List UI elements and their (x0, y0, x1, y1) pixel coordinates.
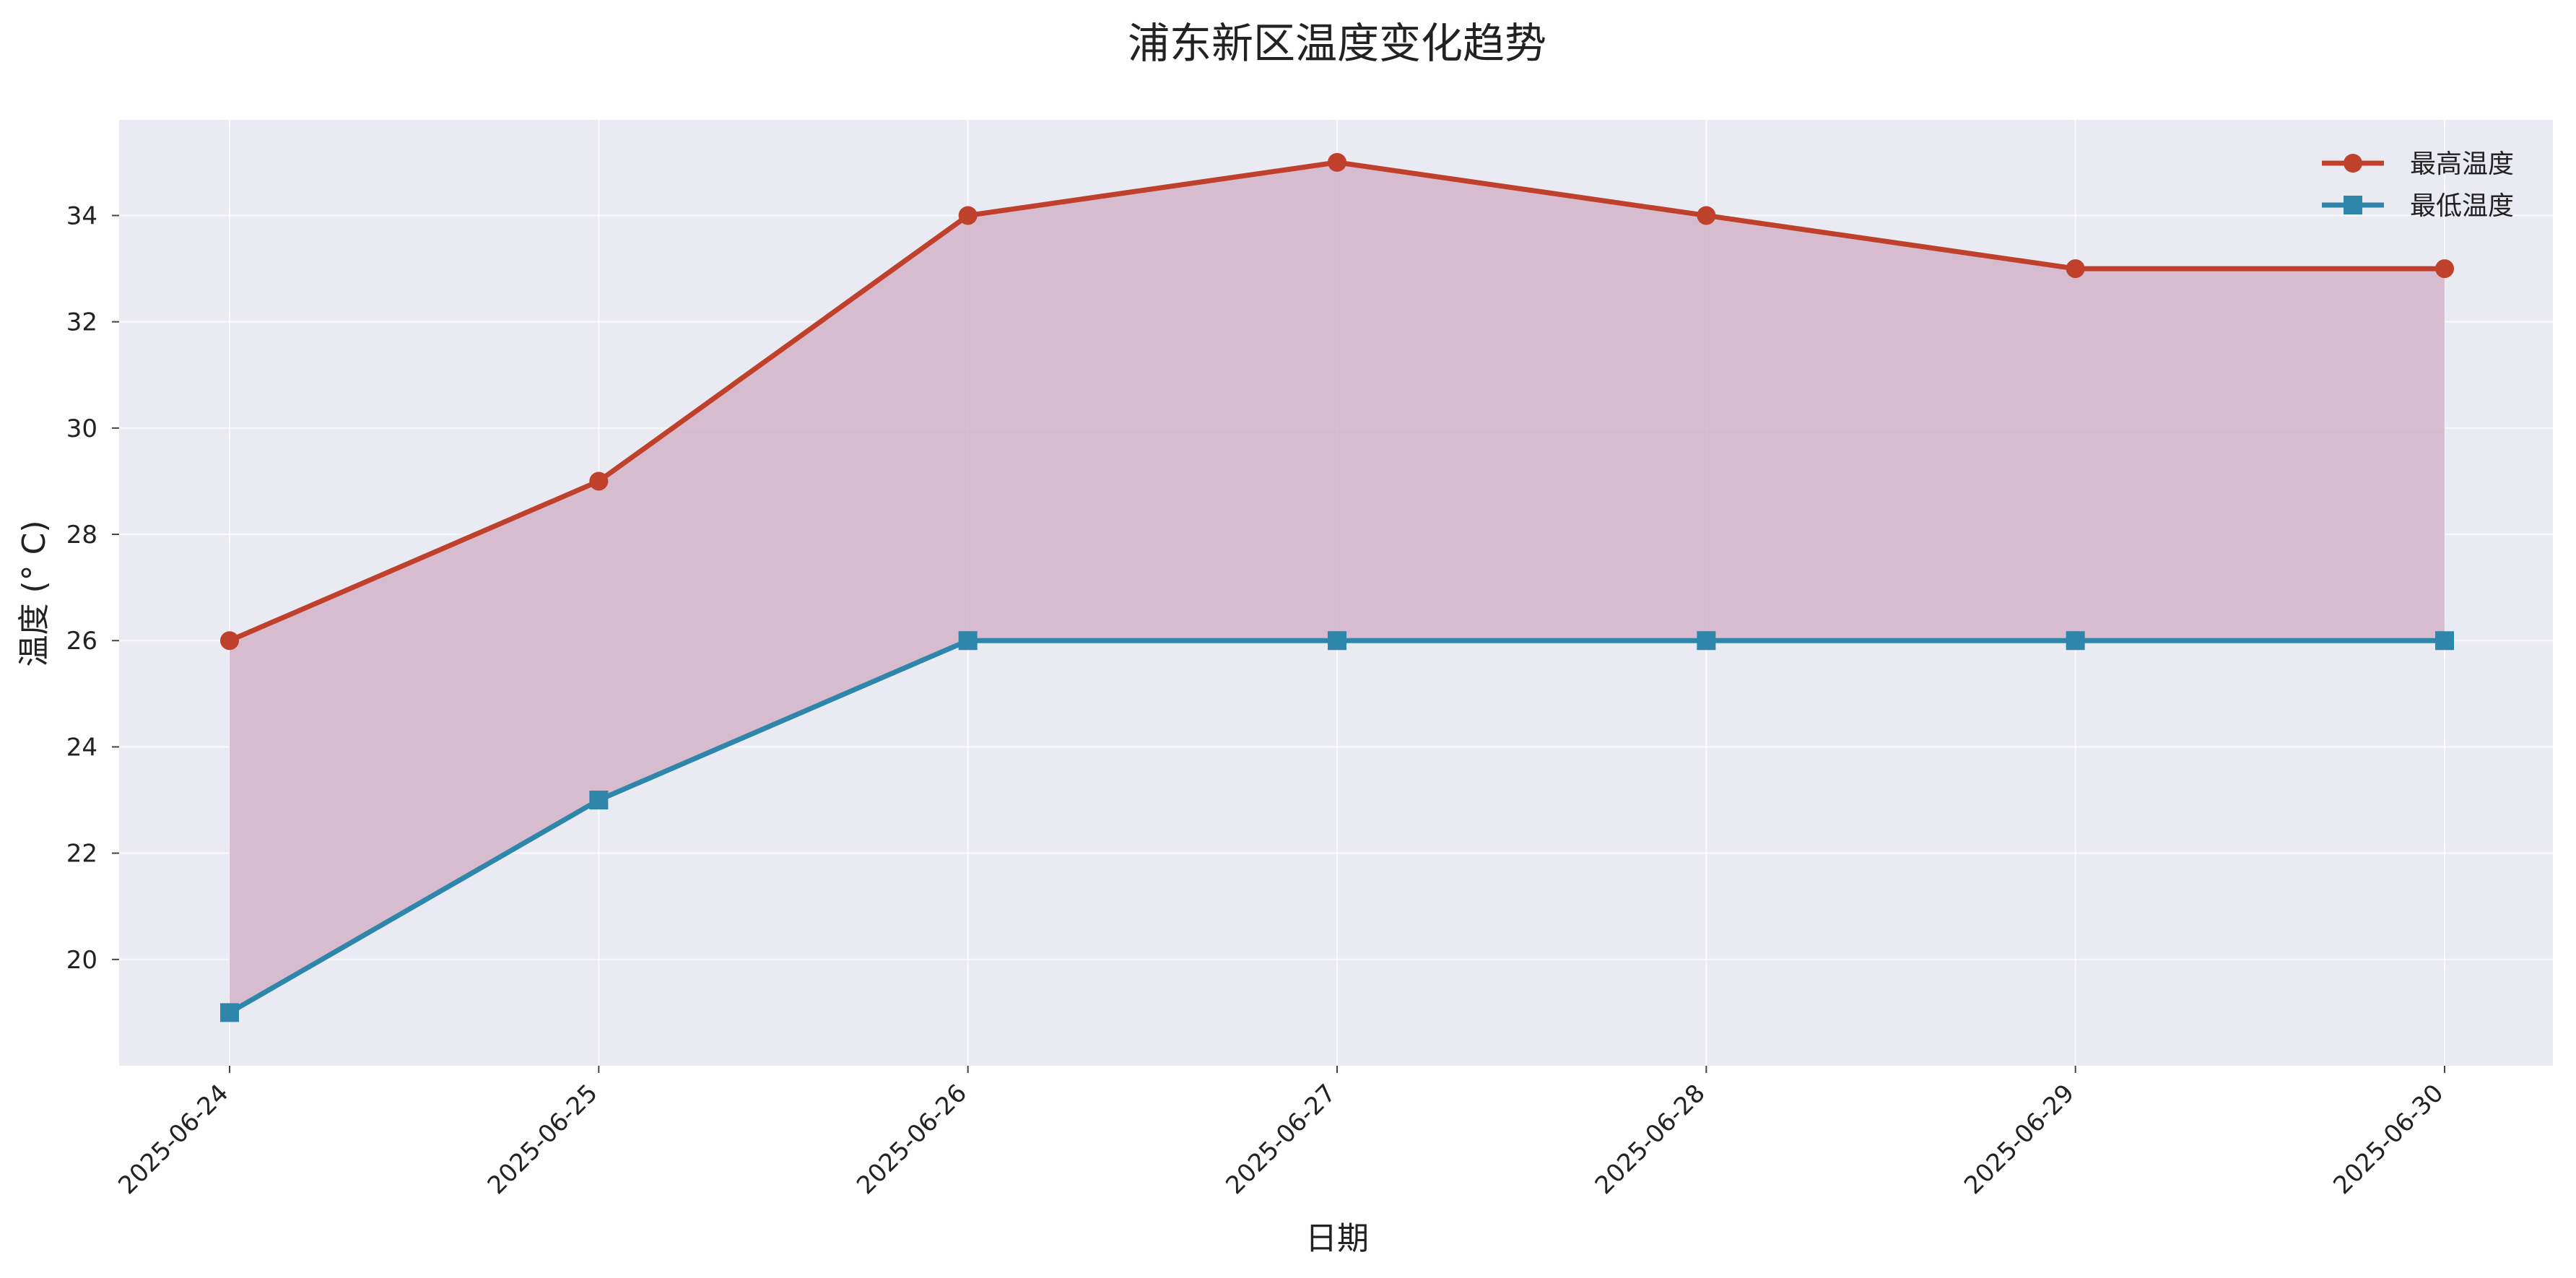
x-tick-label: 2025-06-25 (482, 1079, 604, 1200)
y-axis-ticks: 20 22 24 26 28 30 32 34 (66, 201, 119, 975)
legend-label-1: 最高温度 (2410, 149, 2514, 179)
data-point-2 (1697, 631, 1716, 651)
y-tick-label: 20 (66, 946, 97, 975)
legend-marker-2 (2344, 196, 2362, 214)
x-tick-label: 2025-06-27 (1220, 1079, 1341, 1200)
data-point-1 (1697, 206, 1716, 225)
data-point-1 (2066, 259, 2085, 279)
data-point-2 (589, 791, 609, 810)
data-point-1 (220, 631, 239, 651)
legend-marker-1 (2344, 154, 2362, 173)
chart-title: 浦东新区温度变化趋势 (1128, 19, 1546, 68)
y-tick-label: 28 (66, 521, 97, 549)
x-tick-label: 2025-06-30 (2328, 1079, 2449, 1200)
x-tick-label: 2025-06-29 (1959, 1079, 2080, 1200)
data-point-1 (1328, 152, 1346, 172)
data-point-2 (220, 1003, 239, 1022)
x-axis-ticks: 2025-06-24 2025-06-25 2025-06-26 2025-06-27… (113, 1066, 2449, 1200)
series-layer (220, 152, 2454, 1022)
data-point-1 (958, 206, 978, 225)
x-tick-label: 2025-06-24 (113, 1079, 234, 1200)
y-tick-label: 30 (66, 414, 97, 443)
x-tick-label: 2025-06-28 (1590, 1079, 1711, 1200)
data-point-2 (958, 631, 978, 651)
y-tick-label: 32 (66, 308, 97, 337)
data-point-2 (1328, 631, 1346, 651)
y-tick-label: 24 (66, 733, 97, 762)
y-tick-label: 22 (66, 840, 97, 869)
x-tick-label: 2025-06-26 (851, 1079, 972, 1200)
legend-label-2: 最低温度 (2410, 191, 2514, 221)
x-axis-label: 日期 (1305, 1220, 1369, 1257)
data-point-2 (2066, 631, 2085, 651)
data-point-1 (2435, 259, 2454, 279)
y-tick-label: 34 (66, 201, 97, 230)
data-point-1 (589, 471, 609, 491)
y-axis-label: 温度 (° C) (16, 520, 53, 666)
temperature-range-fill (230, 162, 2445, 1013)
y-tick-label: 26 (66, 627, 97, 656)
data-point-2 (2435, 631, 2454, 651)
